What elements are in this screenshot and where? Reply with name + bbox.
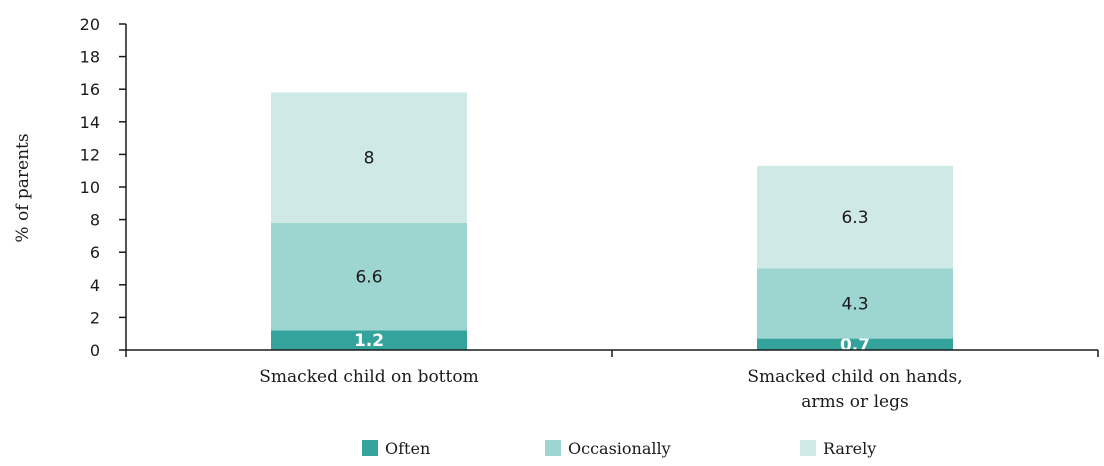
bar-segment-occasionally [757, 268, 953, 339]
bar-segment-often [757, 338, 953, 350]
bars: 1.26.680.74.36.3 [271, 92, 953, 355]
y-axis-title: % of parents [13, 133, 33, 242]
y-axis: 0 2 4 6 8 10 12 14 16 18 20 [80, 15, 127, 360]
y-tick-label: 14 [80, 113, 100, 132]
data-label: 8 [364, 149, 375, 169]
x-category-label: Smacked child on hands, arms or legs [747, 367, 962, 412]
bar-segment-rarely [271, 92, 467, 223]
data-label: 1.2 [354, 331, 384, 351]
y-tick-label: 2 [90, 308, 100, 327]
legend-label: Rarely [823, 439, 876, 458]
y-tick-label: 12 [80, 145, 100, 164]
data-label: 6.6 [355, 268, 382, 288]
y-tick-label: 20 [80, 15, 100, 34]
legend-swatch-occasionally [545, 440, 561, 456]
y-tick-label: 8 [90, 211, 100, 230]
y-tick-label: 18 [80, 48, 100, 67]
legend-swatch-often [362, 440, 378, 456]
data-label: 4.3 [841, 295, 868, 315]
y-tick-label: 4 [90, 276, 100, 295]
legend: Often Occasionally Rarely [362, 439, 876, 458]
bar-segment-occasionally [271, 222, 467, 331]
legend-label: Occasionally [568, 439, 671, 458]
bar-segment-often [271, 330, 467, 350]
x-category-label: Smacked child on bottom [259, 367, 478, 387]
y-tick-label: 6 [90, 243, 100, 262]
y-tick-label: 0 [90, 341, 100, 360]
y-tick-label: 10 [80, 178, 100, 197]
bar-segment-rarely [757, 165, 953, 269]
legend-label: Often [385, 439, 430, 458]
data-label: 6.3 [841, 208, 868, 228]
x-axis: Smacked child on bottom Smacked child on … [125, 349, 1099, 412]
y-tick-label: 16 [80, 80, 100, 99]
legend-swatch-rarely [800, 440, 816, 456]
